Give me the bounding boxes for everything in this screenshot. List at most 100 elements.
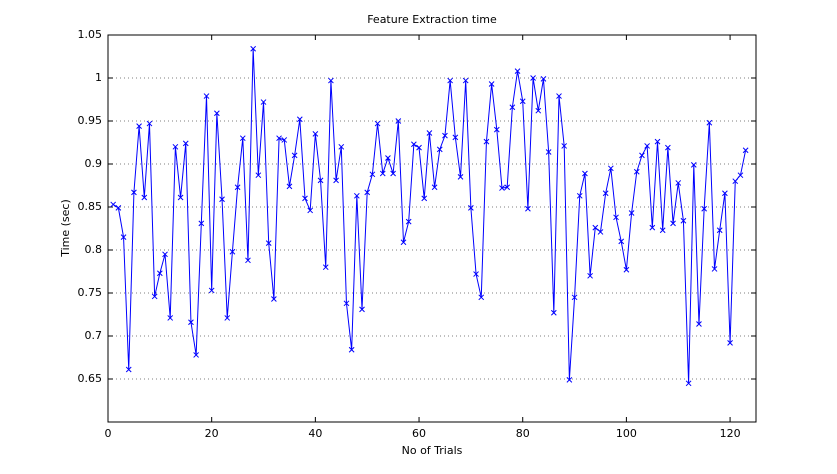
data-marker xyxy=(587,272,593,279)
data-marker xyxy=(390,170,396,177)
data-marker xyxy=(582,170,588,177)
data-marker xyxy=(151,293,158,300)
data-marker xyxy=(245,257,251,264)
data-marker xyxy=(234,184,241,191)
data-marker xyxy=(322,264,329,271)
data-marker xyxy=(353,192,360,199)
data-marker xyxy=(602,190,609,197)
data-marker xyxy=(328,77,334,84)
data-marker xyxy=(219,196,225,203)
data-marker xyxy=(690,162,697,168)
data-marker xyxy=(239,135,246,142)
y-tick-label: 1 xyxy=(95,71,102,84)
data-marker xyxy=(214,110,220,117)
data-marker xyxy=(499,185,505,191)
y-tick-label: 1.05 xyxy=(78,28,103,41)
data-marker xyxy=(172,143,179,150)
data-marker xyxy=(530,75,536,81)
data-marker xyxy=(115,205,122,211)
data-marker xyxy=(566,377,573,383)
data-marker xyxy=(281,137,288,143)
data-marker xyxy=(654,138,661,145)
data-marker xyxy=(462,77,469,84)
data-marker xyxy=(488,81,495,87)
data-marker xyxy=(276,135,282,142)
data-marker xyxy=(312,131,319,137)
data-marker xyxy=(146,120,153,127)
data-marker xyxy=(473,271,479,277)
data-marker xyxy=(426,130,433,136)
data-marker xyxy=(421,195,428,202)
data-marker xyxy=(525,205,531,212)
data-marker xyxy=(167,315,174,321)
data-marker xyxy=(255,172,262,179)
data-marker xyxy=(436,146,443,153)
data-marker xyxy=(545,149,552,155)
data-marker xyxy=(131,189,137,196)
data-marker xyxy=(623,266,630,273)
data-marker xyxy=(265,240,272,246)
data-marker xyxy=(716,227,723,234)
data-marker xyxy=(571,294,578,301)
data-marker xyxy=(395,118,402,124)
x-tick-label: 20 xyxy=(205,427,219,440)
y-axis-label: Time (sec) xyxy=(59,199,72,258)
x-axis-label: No of Trials xyxy=(402,444,463,457)
data-marker xyxy=(136,123,142,130)
data-marker xyxy=(447,77,453,84)
data-marker xyxy=(229,248,236,255)
data-marker xyxy=(208,287,215,294)
data-marker xyxy=(644,143,650,149)
data-marker xyxy=(156,270,163,277)
data-marker xyxy=(633,168,640,175)
data-marker xyxy=(182,140,189,147)
data-marker xyxy=(550,309,557,316)
chart-title: Feature Extraction time xyxy=(367,13,497,26)
data-marker xyxy=(198,220,205,227)
data-marker xyxy=(291,152,298,159)
data-marker xyxy=(224,315,231,321)
data-marker xyxy=(364,189,371,196)
data-marker xyxy=(110,201,117,208)
data-marker xyxy=(120,234,127,240)
data-marker xyxy=(369,171,376,178)
data-marker xyxy=(722,190,728,197)
data-marker xyxy=(250,45,257,52)
data-marker xyxy=(639,152,645,159)
data-marker xyxy=(296,116,303,123)
data-marker xyxy=(302,195,308,202)
data-marker xyxy=(613,214,619,221)
data-marker xyxy=(333,177,339,184)
data-marker xyxy=(162,251,168,258)
data-marker xyxy=(452,134,459,141)
data-marker xyxy=(737,172,744,179)
data-marker xyxy=(468,205,474,211)
data-marker xyxy=(504,184,511,191)
data-marker xyxy=(592,224,599,231)
data-marker xyxy=(431,184,438,191)
y-tick-label: 0.75 xyxy=(78,286,103,299)
data-marker xyxy=(742,147,749,154)
data-marker xyxy=(649,224,656,231)
data-marker xyxy=(493,126,500,133)
data-marker xyxy=(400,239,407,246)
data-marker xyxy=(286,183,293,190)
data-marker xyxy=(659,227,666,234)
x-tick-label: 100 xyxy=(616,427,637,440)
x-tick-label: 120 xyxy=(720,427,741,440)
x-tick-label: 0 xyxy=(105,427,112,440)
data-marker xyxy=(509,104,516,111)
y-tick-label: 0.95 xyxy=(78,114,103,127)
data-marker xyxy=(576,192,583,199)
y-tick-label: 0.9 xyxy=(85,157,103,170)
data-marker xyxy=(519,98,526,105)
data-marker xyxy=(348,346,355,353)
data-marker xyxy=(260,99,267,105)
data-marker xyxy=(556,93,562,99)
data-marker xyxy=(271,296,277,302)
data-marker xyxy=(711,266,718,272)
data-marker xyxy=(141,194,148,201)
x-tick-label: 40 xyxy=(308,427,322,440)
data-marker xyxy=(177,194,184,201)
data-marker xyxy=(411,141,417,148)
